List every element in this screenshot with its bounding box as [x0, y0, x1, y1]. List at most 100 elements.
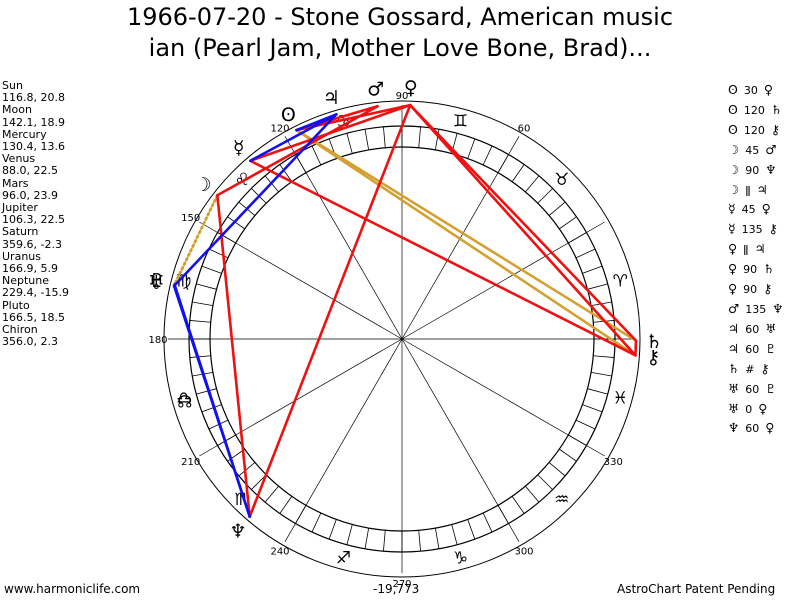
degree-tick: [548, 201, 566, 216]
degree-tick: [383, 126, 386, 148]
degree-label: 90: [396, 91, 409, 102]
planet-name-mercury: Mercury: [2, 127, 47, 141]
degree-tick: [587, 283, 608, 290]
planet-coords-chiron: 356.0, 2.3: [2, 335, 58, 349]
degree-tick: [548, 462, 566, 477]
planet-name-chiron: Chiron: [2, 323, 38, 337]
aspect-line-pluto-neptune: [173, 283, 252, 518]
aspect-angle: #: [745, 362, 755, 376]
aspect-planet-2-glyph: ♀: [758, 400, 768, 416]
zodiac-gemini-icon: ♊: [453, 112, 468, 132]
aspect-list: ʘ 30 ♀ ʘ 120 ♄ ʘ 120 ⚷ ☽ 45 ♂ ☽ 90 ♆ ☽ ǁ…: [728, 81, 800, 439]
degree-tick: [189, 355, 211, 358]
degree-tick: [279, 496, 293, 514]
planet-jupiter-icon: ♃: [323, 87, 340, 109]
aspect-row: ʘ 120 ⚷: [728, 121, 800, 141]
aspect-planet-2-glyph: ♄: [763, 261, 775, 277]
aspect-line-mercury-jupiter: [249, 113, 338, 163]
degree-tick: [593, 355, 615, 358]
degree-tick: [587, 388, 608, 395]
aspect-planet-2-glyph: ⚷: [760, 360, 770, 376]
planet-name-venus: Venus: [2, 152, 36, 166]
zodiac-taurus-icon: ♉: [554, 170, 569, 190]
degree-label: 150: [181, 213, 200, 224]
zodiac-sagittarius-icon: ♐: [336, 548, 351, 568]
degree-tick: [559, 216, 577, 230]
aspect-planet-1-glyph: ☽: [728, 141, 740, 157]
degree-tick: [196, 283, 217, 290]
aspect-angle: 120: [743, 103, 765, 117]
aspect-planet-1-glyph: ♃: [728, 320, 740, 336]
planet-chiron-icon: ⚷: [646, 347, 660, 369]
aspect-line-venus-chiron: [408, 103, 637, 357]
patent-notice: AstroChart Patent Pending: [617, 582, 776, 596]
aspect-planet-1-glyph: ☽: [728, 161, 740, 177]
aspect-row: ♀ ǁ ♃: [728, 240, 800, 260]
aspect-angle: ǁ: [745, 183, 751, 197]
chart-title-line-1: 1966-07-20 - Stone Gossard, American mus…: [126, 3, 674, 31]
degree-tick: [511, 496, 525, 514]
aspect-angle: 60: [745, 382, 760, 396]
planet-coords-venus: 88.0, 22.5: [2, 164, 58, 178]
planet-coords-saturn: 359.6, -2.3: [2, 237, 62, 251]
spoke-line: [199, 221, 403, 340]
aspect-line-sun-chiron: [295, 128, 637, 357]
degree-tick: [364, 528, 370, 549]
aspect-planet-1-glyph: ♅: [728, 380, 740, 396]
aspect-planet-1-glyph: ʘ: [728, 121, 738, 137]
planet-uranus-icon: ♅: [148, 272, 165, 294]
spoke-line: [284, 338, 403, 542]
planet-coords-moon: 142.1, 18.9: [2, 115, 65, 129]
aspect-angle: 45: [745, 143, 760, 157]
planet-name-neptune: Neptune: [2, 274, 50, 288]
planet-moon-icon: ☽: [195, 174, 212, 196]
planet-coords-mercury: 130.4, 13.6: [2, 140, 65, 154]
degree-tick: [346, 133, 353, 154]
aspect-row: ʘ 30 ♀: [728, 81, 800, 101]
aspect-angle: 90: [743, 263, 758, 277]
degree-tick: [511, 164, 525, 182]
degree-tick: [238, 462, 256, 477]
degree-tick: [192, 301, 213, 307]
degree-tick: [201, 404, 222, 413]
aspect-planet-2-glyph: ♃: [756, 181, 768, 197]
planet-coords-neptune: 229.4, -15.9: [2, 286, 69, 300]
aspect-angle: 60: [745, 342, 760, 356]
degree-tick: [582, 265, 603, 274]
planet-saturn-icon: ♄: [645, 331, 662, 353]
aspect-planet-2-glyph: ♄: [770, 101, 783, 117]
aspect-angle: 135: [745, 302, 767, 316]
aspect-line-moon-pluto: [173, 193, 219, 286]
aspect-planet-1-glyph: ♅: [728, 400, 740, 416]
aspect-row: ☿ 45 ♀: [728, 200, 800, 220]
degree-label: 180: [148, 335, 167, 346]
aspect-angle: 60: [745, 422, 760, 436]
degree-tick: [467, 138, 476, 159]
degree-tick: [559, 448, 577, 462]
planet-coords-jupiter: 106.3, 22.5: [2, 213, 65, 227]
planet-name-moon: Moon: [2, 103, 32, 117]
degree-label: 60: [518, 124, 531, 135]
degree-tick: [227, 216, 245, 230]
degree-tick: [591, 371, 612, 377]
planet-position-list: Sun 116.8, 20.8 Moon 142.1, 18.9 Mercury 130.…: [2, 79, 112, 349]
site-link[interactable]: www.harmoniclife.com: [4, 582, 141, 596]
degree-label: 240: [270, 546, 289, 557]
zodiac-aquarius-icon: ♒: [554, 490, 569, 510]
aspect-row: ☽ 45 ♂: [728, 141, 800, 161]
aspect-line-venus-neptune: [248, 103, 412, 518]
aspect-row: ♆ 60 ♀: [728, 419, 800, 439]
aspect-row: ♃ 60 ♅: [728, 320, 800, 340]
aspect-line-moon-neptune: [216, 193, 252, 518]
aspect-angle: 30: [743, 84, 758, 97]
aspect-planet-2-glyph: ♀: [761, 201, 771, 217]
degree-tick: [482, 512, 493, 533]
degree-tick: [434, 528, 440, 549]
aspect-line-venus-saturn: [408, 103, 638, 342]
aspect-planet-1-glyph: ʘ: [728, 82, 738, 97]
aspect-planet-2-glyph: ♀: [765, 420, 775, 436]
planet-venus-icon: ♀: [404, 77, 418, 99]
degree-tick: [582, 404, 603, 413]
degree-label: 120: [270, 124, 289, 135]
zodiac-pisces-icon: ♓: [613, 388, 628, 408]
